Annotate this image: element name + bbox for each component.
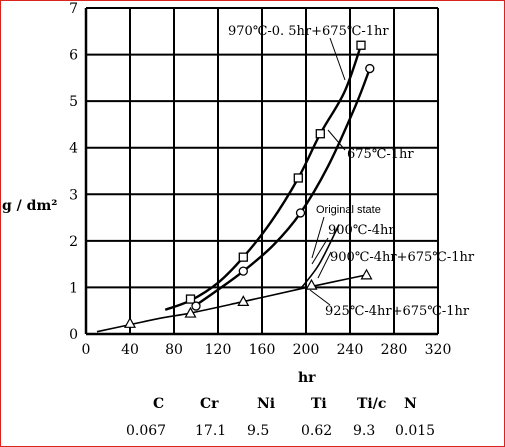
circle-marker bbox=[238, 266, 248, 276]
x-tick-label: 320 bbox=[425, 342, 452, 358]
x-tick-label: 200 bbox=[293, 342, 320, 358]
y-tick-label: 7 bbox=[69, 1, 78, 17]
annotation-original-state: Original state bbox=[316, 204, 381, 216]
y-tick-label: 0 bbox=[69, 327, 78, 343]
y-tick-label: 5 bbox=[69, 94, 78, 110]
triangle-marker bbox=[360, 268, 373, 280]
leader-900 bbox=[311, 237, 329, 265]
x-tick-label: 80 bbox=[165, 342, 183, 358]
composition-header-ni: Ni bbox=[257, 396, 276, 412]
leader-original bbox=[311, 216, 325, 259]
annotation-675-curve: 675℃-1hr bbox=[347, 147, 414, 162]
annotation-900-curve: 900℃-4hr bbox=[328, 223, 395, 238]
tick-labels: 0 40 80 120 160 200 240 280 320 0 1 2 3 4 5 6 7 bbox=[69, 1, 451, 358]
leader-900-675 bbox=[317, 251, 332, 279]
y-tick-label: 1 bbox=[69, 280, 78, 296]
x-axis-label: hr bbox=[298, 370, 316, 386]
circle-marker bbox=[365, 63, 375, 74]
composition-value-cr: 17.1 bbox=[195, 423, 227, 439]
triangle-marker bbox=[237, 295, 250, 306]
annotation-900-675-curve: 900℃-4hr+675℃-1hr bbox=[330, 250, 475, 265]
circle-marker bbox=[191, 301, 201, 311]
grid bbox=[86, 7, 439, 334]
axes bbox=[84, 8, 438, 336]
composition-header-row: C Cr Ni Ti Ti/c N bbox=[0, 396, 505, 416]
x-tick-label: 280 bbox=[381, 342, 408, 358]
composition-header-ti-c: Ti/c bbox=[357, 396, 387, 412]
series-markers bbox=[123, 40, 375, 328]
square-marker bbox=[356, 40, 366, 50]
square-marker bbox=[238, 252, 248, 262]
leader-970 bbox=[329, 37, 346, 81]
y-tick-label: 4 bbox=[69, 141, 78, 157]
y-tick-label: 3 bbox=[69, 187, 78, 203]
series-1-line bbox=[195, 68, 371, 307]
triangle-marker bbox=[305, 278, 318, 290]
y-tick-label: 2 bbox=[69, 234, 78, 250]
series-curves bbox=[96, 44, 371, 333]
y-axis-label: g / dm² bbox=[2, 198, 57, 214]
square-marker bbox=[315, 129, 325, 139]
series-0-line bbox=[164, 44, 363, 311]
composition-value-ti-c: 9.3 bbox=[353, 423, 376, 439]
square-marker bbox=[185, 294, 196, 304]
series-4-line bbox=[299, 224, 340, 290]
triangle-marker bbox=[184, 306, 197, 318]
x-tick-label: 0 bbox=[82, 342, 91, 358]
triangle-marker bbox=[123, 317, 137, 328]
composition-header-cr: Cr bbox=[200, 396, 219, 412]
composition-value-n: 0.015 bbox=[395, 423, 436, 439]
composition-value-c: 0.067 bbox=[126, 423, 167, 439]
annotation-925-curve: 925℃-4hr+675℃-1hr bbox=[325, 304, 470, 319]
x-tick-label: 40 bbox=[121, 342, 139, 358]
square-marker bbox=[293, 173, 303, 183]
composition-value-ti: 0.62 bbox=[301, 423, 333, 439]
leader-675 bbox=[327, 129, 346, 151]
composition-value-ni: 9.5 bbox=[247, 423, 270, 439]
y-tick-label: 6 bbox=[69, 48, 78, 64]
x-tick-label: 160 bbox=[249, 342, 276, 358]
x-tick-label: 120 bbox=[205, 342, 232, 358]
leader-925 bbox=[309, 289, 331, 306]
x-tick-label: 240 bbox=[337, 342, 364, 358]
circle-marker bbox=[295, 208, 306, 218]
composition-value-row: 0.067 17.1 9.5 0.62 9.3 0.015 bbox=[0, 423, 505, 443]
composition-header-n: N bbox=[404, 396, 417, 412]
composition-header-ti: Ti bbox=[311, 396, 327, 412]
annotation-970-curve: 970℃-0. 5hr+675℃-1hr bbox=[228, 24, 389, 39]
composition-header-c: C bbox=[153, 396, 165, 412]
